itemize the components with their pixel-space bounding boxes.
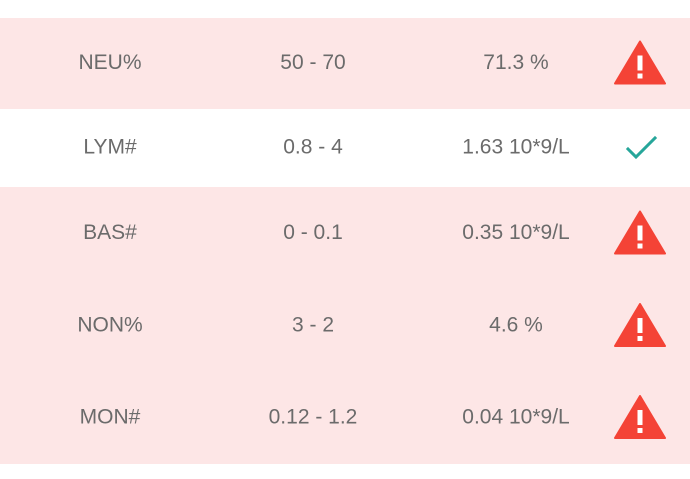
reference-range: 50 - 70	[280, 51, 345, 74]
warning-bar	[637, 318, 643, 333]
table-row: BAS# 0 - 0.1 0.35 10*9/L	[0, 187, 690, 280]
result-value: 0.04 10*9/L	[462, 406, 569, 429]
row-background	[0, 18, 690, 109]
table-row: NON% 3 - 2 4.6 %	[0, 280, 690, 372]
warning-icon	[614, 395, 666, 439]
result-value: 4.6 %	[489, 314, 543, 337]
warning-dot	[637, 73, 643, 79]
warning-icon	[614, 40, 666, 85]
test-name: MON#	[80, 406, 141, 429]
warning-bar	[637, 55, 643, 71]
test-name: BAS#	[83, 221, 137, 244]
result-value: 0.35 10*9/L	[462, 221, 569, 244]
warning-icon	[614, 303, 666, 347]
test-name: LYM#	[83, 136, 137, 159]
row-background	[0, 372, 690, 464]
warning-dot	[637, 336, 643, 341]
result-value: 1.63 10*9/L	[462, 136, 569, 159]
warning-bar	[637, 225, 643, 241]
reference-range: 0.12 - 1.2	[269, 406, 358, 429]
reference-range: 3 - 2	[292, 314, 334, 337]
test-name: NON%	[77, 314, 142, 337]
table-row: NEU% 50 - 70 71.3 %	[0, 18, 690, 109]
row-background	[0, 109, 690, 187]
warning-bar	[637, 410, 643, 425]
warning-dot	[637, 243, 643, 249]
reference-range: 0 - 0.1	[283, 221, 343, 244]
test-name: NEU%	[78, 51, 141, 74]
warning-dot	[637, 428, 643, 433]
result-value: 71.3 %	[483, 51, 548, 74]
table-row: LYM# 0.8 - 4 1.63 10*9/L	[0, 109, 690, 187]
row-background	[0, 280, 690, 372]
check-icon	[625, 135, 658, 160]
row-background	[0, 187, 690, 280]
reference-range: 0.8 - 4	[283, 136, 343, 159]
table-row: MON# 0.12 - 1.2 0.04 10*9/L	[0, 372, 690, 464]
warning-icon	[614, 210, 666, 255]
